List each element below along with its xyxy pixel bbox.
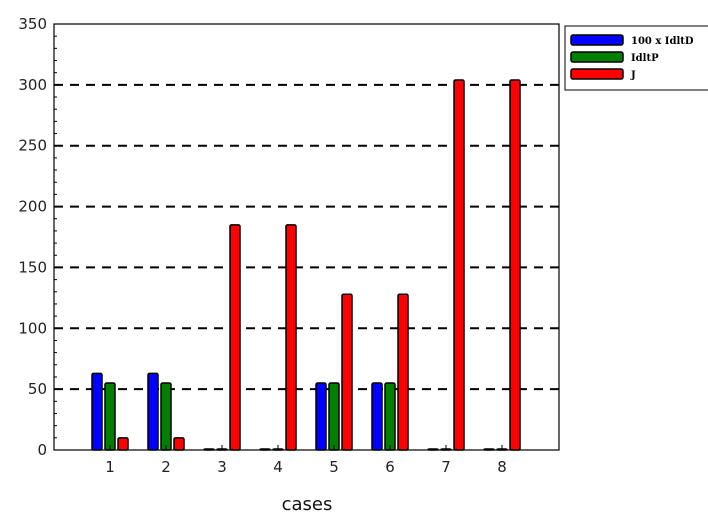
bar — [341, 293, 353, 451]
y-axis-ticks: 0 50 100 150 200 250 300 350 — [18, 15, 60, 459]
bar — [147, 372, 159, 451]
bars — [91, 79, 521, 451]
bar — [384, 382, 396, 451]
bar — [315, 382, 327, 451]
bar — [285, 224, 297, 451]
bar — [229, 224, 241, 451]
x-tick-label: 8 — [497, 458, 507, 476]
legend-swatch — [570, 51, 624, 63]
bar — [509, 79, 521, 451]
y-tick-label: 50 — [28, 380, 47, 398]
legend-label: J — [630, 70, 636, 81]
bar — [104, 382, 116, 451]
legend-swatch — [570, 34, 624, 46]
y-tick-label: 300 — [18, 76, 47, 94]
legend-swatch — [570, 68, 624, 80]
bar — [397, 293, 409, 451]
x-axis-label: cases — [282, 494, 333, 512]
y-tick-label: 100 — [18, 319, 47, 337]
x-tick-label: 6 — [385, 458, 395, 476]
legend: 100 x IdltD IdltP J — [564, 25, 708, 91]
bar — [328, 382, 340, 451]
x-axis-ticks: 1 2 3 4 5 6 7 8 — [105, 445, 507, 476]
legend-label: 100 x IdltD — [631, 36, 694, 47]
x-tick-label: 7 — [441, 458, 451, 476]
gridlines — [54, 83, 559, 391]
legend-label: IdltP — [631, 53, 659, 64]
y-tick-label: 200 — [18, 198, 47, 216]
x-tick-label: 2 — [161, 458, 171, 476]
y-tick-label: 150 — [18, 258, 47, 276]
y-tick-label: 250 — [18, 137, 47, 155]
bar — [117, 437, 129, 451]
y-tick-label: 350 — [18, 15, 47, 33]
plot-frame — [53, 23, 560, 451]
x-tick-label: 5 — [329, 458, 339, 476]
y-tick-label: 0 — [37, 441, 47, 459]
bar — [371, 382, 383, 451]
x-tick-label: 3 — [217, 458, 227, 476]
x-tick-label: 1 — [105, 458, 115, 476]
bar — [173, 437, 185, 451]
bar — [91, 372, 103, 451]
axes — [53, 23, 560, 451]
bar — [453, 79, 465, 451]
bar — [160, 382, 172, 451]
x-tick-label: 4 — [273, 458, 283, 476]
